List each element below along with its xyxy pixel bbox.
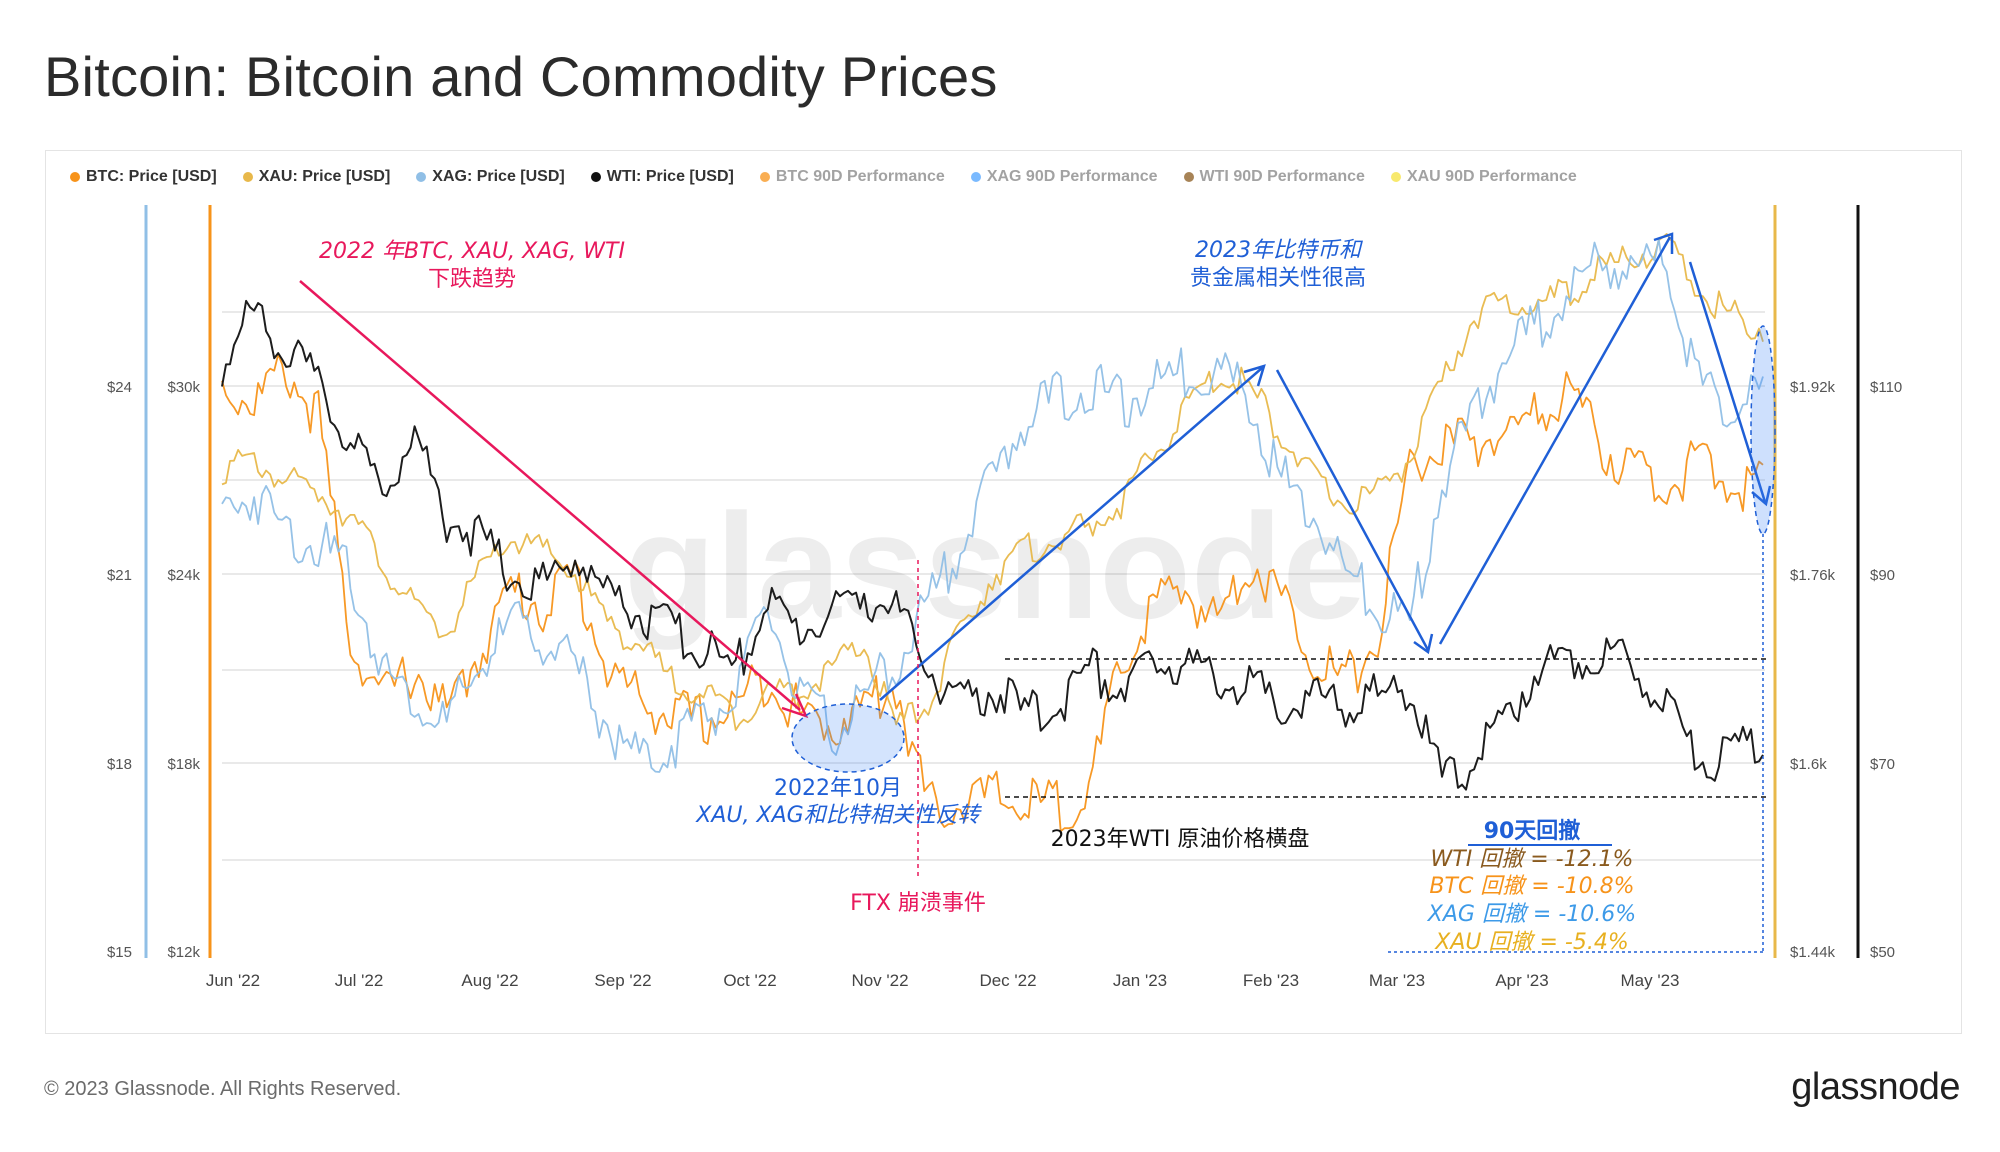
x-tick-label: Jun '22 — [206, 971, 260, 990]
x-tick-label: Feb '23 — [1243, 971, 1299, 990]
watermark-text: glassnode — [624, 482, 1366, 650]
wti-tick-label: $110 — [1870, 379, 1902, 396]
copyright-notice: © 2023 Glassnode. All Rights Reserved. — [44, 1078, 402, 1100]
x-tick-label: Oct '22 — [723, 971, 776, 990]
x-tick-label: Mar '23 — [1369, 971, 1425, 990]
corr-arrow-head-icon — [1413, 633, 1434, 655]
xag-tick-label: $15 — [107, 944, 132, 961]
annotation-ftx: FTX 崩溃事件 — [850, 891, 986, 916]
x-tick-label: May '23 — [1621, 971, 1680, 990]
corr-arrow-line-0 — [879, 367, 1263, 701]
chart-legend: BTC: Price [USD] XAU: Price [USD] XAG: Pri… — [70, 165, 1603, 189]
legend-label: XAU 90D Performance — [1406, 168, 1577, 185]
recent-drawdown-ellipse — [1750, 325, 1776, 535]
downtrend-arrow-head-icon — [781, 693, 809, 719]
xau-tick-label: $1.76k — [1790, 567, 1836, 584]
legend-item-7[interactable]: XAU 90D Performance — [1390, 165, 1577, 189]
drawdown-item-0: WTI 回撤 = -12.1% — [1431, 847, 1634, 872]
legend-label: XAG 90D Performance — [986, 168, 1158, 185]
legend-item-3[interactable]: WTI: Price [USD] — [590, 165, 734, 189]
page-title: Bitcoin: Bitcoin and Commodity Prices — [44, 45, 998, 108]
legend-dot-icon — [590, 172, 601, 182]
x-tick-label: Apr '23 — [1495, 971, 1548, 990]
xau-tick-label: $1.92k — [1790, 379, 1836, 396]
legend-label: WTI 90D Performance — [1199, 168, 1365, 185]
xag-tick-label: $18 — [107, 756, 132, 773]
series-line-xag — [221, 238, 1764, 773]
wti-tick-label: $50 — [1870, 944, 1895, 961]
drawdown-item-1: BTC 回撤 = -10.8% — [1429, 874, 1634, 899]
xau-tick-label: $1.6k — [1790, 756, 1827, 773]
annotation-oct-2022-line1: 2022年10月 — [774, 776, 902, 801]
legend-dot-icon — [759, 172, 770, 182]
xag-tick-label: $21 — [107, 567, 132, 584]
legend-dot-icon — [970, 172, 981, 182]
legend-item-5[interactable]: XAG 90D Performance — [970, 165, 1158, 189]
corr-arrow-line-1 — [1275, 369, 1430, 651]
series-line-btc — [221, 353, 1764, 833]
annotation-oct-2022-line2: XAU, XAG和比特相关性反转 — [695, 803, 982, 828]
corr-arrow-line-2 — [1438, 236, 1672, 645]
oct-2022-ellipse — [791, 703, 905, 773]
legend-dot-icon — [70, 172, 80, 182]
xag-tick-label: $24 — [107, 379, 132, 396]
x-tick-label: Dec '22 — [979, 971, 1036, 990]
legend-label: XAU: Price [USD] — [258, 168, 391, 185]
btc-tick-label: $12k — [167, 944, 200, 961]
corr-arrow-head-icon — [1243, 364, 1266, 387]
annotation-trend-2022-line2: 下跌趋势 — [428, 267, 516, 292]
annotation-wti-sideways: 2023年WTI 原油价格横盘 — [1051, 827, 1310, 852]
legend-label: XAG: Price [USD] — [432, 168, 565, 185]
downtrend-arrow-line — [299, 280, 801, 711]
x-tick-label: Aug '22 — [461, 971, 518, 990]
legend-dot-icon — [1390, 172, 1401, 182]
drawdown-panel-title: 90天回撤 — [1484, 818, 1581, 844]
wti-tick-label: $70 — [1870, 756, 1895, 773]
legend-dot-icon — [416, 172, 427, 182]
legend-item-1[interactable]: XAU: Price [USD] — [242, 165, 391, 189]
corr-arrow-head-icon — [1653, 232, 1674, 254]
x-tick-label: Jul '22 — [335, 971, 384, 990]
legend-item-4[interactable]: BTC 90D Performance — [759, 165, 945, 189]
series-line-xau — [221, 232, 1764, 731]
x-tick-label: Jan '23 — [1113, 971, 1167, 990]
wti-tick-label: $90 — [1870, 567, 1895, 584]
legend-label: BTC: Price [USD] — [86, 168, 217, 185]
xau-tick-label: $1.44k — [1790, 944, 1836, 961]
corr-arrow-line-3 — [1688, 261, 1767, 503]
legend-dot-icon — [1183, 172, 1194, 182]
btc-tick-label: $24k — [167, 567, 200, 584]
legend-item-2[interactable]: XAG: Price [USD] — [416, 165, 565, 189]
series-line-wti — [221, 299, 1764, 791]
btc-tick-label: $30k — [167, 379, 200, 396]
annotation-corr-2023-line1: 2023年比特币和 — [1195, 238, 1363, 263]
x-tick-label: Nov '22 — [851, 971, 908, 990]
legend-item-0[interactable]: BTC: Price [USD] — [70, 165, 217, 189]
corr-arrow-head-icon — [1751, 485, 1772, 507]
legend-label: BTC 90D Performance — [775, 168, 945, 185]
annotation-corr-2023-line2: 贵金属相关性很高 — [1190, 266, 1366, 291]
btc-tick-label: $18k — [167, 756, 200, 773]
legend-label: WTI: Price [USD] — [606, 168, 734, 185]
annotation-trend-2022-line1: 2022 年BTC, XAU, XAG, WTI — [319, 239, 625, 264]
legend-item-6[interactable]: WTI 90D Performance — [1183, 165, 1365, 189]
drawdown-item-3: XAU 回撤 = -5.4% — [1434, 930, 1628, 955]
drawdown-item-2: XAG 回撤 = -10.6% — [1427, 902, 1636, 927]
x-tick-label: Sep '22 — [594, 971, 651, 990]
legend-dot-icon — [242, 172, 253, 182]
brand-logo: glassnode — [1791, 1066, 1960, 1108]
